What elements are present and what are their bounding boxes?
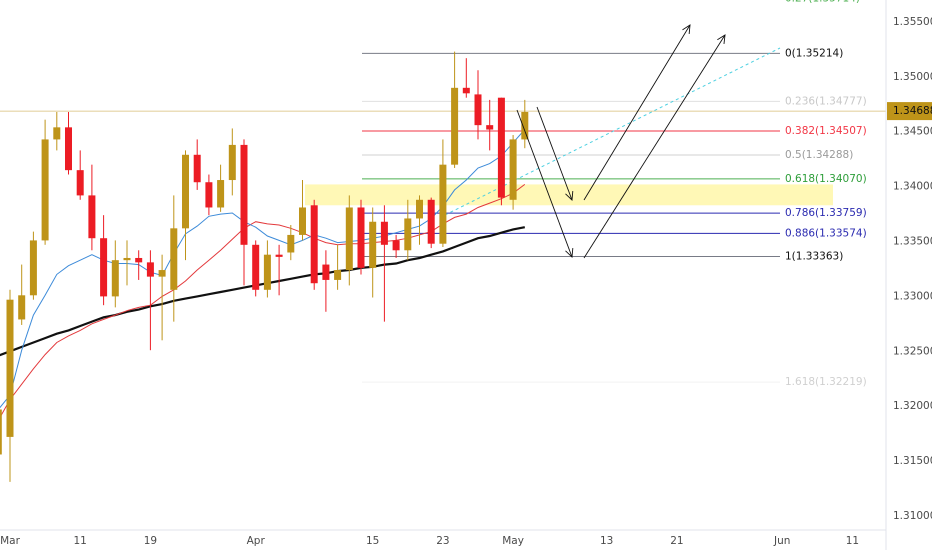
candle-body: [275, 254, 283, 257]
x-tick-label: 15: [366, 535, 379, 547]
candle-body: [334, 270, 342, 280]
x-tick-label: Apr: [247, 535, 266, 547]
axes: 1.31000 1.31500 1.32000 1.32500 1.33000 1.335…: [0, 16, 932, 547]
candle-body: [263, 254, 271, 290]
candle-body: [521, 111, 529, 140]
candle-body: [123, 257, 131, 261]
x-tick-label: 11: [74, 535, 87, 547]
last-price-label: 1.34688: [893, 105, 932, 117]
arrow: [536, 106, 573, 201]
candle-body: [111, 260, 119, 297]
arrow: [516, 109, 573, 258]
candle-body: [205, 182, 213, 208]
candle-body: [451, 87, 459, 165]
last-price-tag: [887, 102, 932, 121]
candle-body: [299, 207, 306, 235]
candle-body: [135, 257, 143, 263]
candle-body: [146, 262, 154, 277]
y-tick-label: 1.33000: [893, 290, 932, 302]
candle-body: [486, 125, 494, 130]
candle-body: [416, 199, 423, 219]
arrow-head: [565, 190, 574, 201]
candle-body: [369, 221, 377, 268]
arrow: [583, 34, 726, 259]
fib-label: 0.618(1.34070): [785, 173, 867, 185]
candle-body: [462, 87, 470, 94]
candle-body: [65, 127, 72, 171]
candle-body: [240, 144, 248, 245]
plot-area: 0.27(1.35714) 0(1.35214) 0.236(1.34777) 0.3…: [0, 0, 886, 482]
candle-body: [158, 270, 166, 277]
fib-label: 1(1.33363): [785, 251, 843, 263]
x-tick-label: 21: [670, 535, 683, 547]
candle-body: [88, 195, 96, 239]
fib-label: 0.786(1.33759): [785, 207, 867, 219]
candle-body: [310, 205, 318, 284]
fib-label: 0.382(1.34507): [785, 125, 867, 137]
arrow: [583, 24, 691, 201]
arrow-head: [682, 24, 691, 35]
y-tick-label: 1.32500: [893, 345, 932, 357]
y-tick-label: 1.34500: [893, 126, 932, 138]
y-tick-label: 1.33500: [893, 236, 932, 248]
candle-body: [0, 409, 2, 455]
y-tick-label: 1.31000: [893, 510, 932, 522]
y-tick-label: 1.32000: [893, 400, 932, 412]
candle-body: [193, 154, 201, 183]
candle-body: [474, 94, 482, 126]
candle-body: [6, 299, 14, 437]
candle-body: [100, 238, 108, 297]
candle-body: [182, 154, 189, 229]
y-tick-label: 1.35500: [893, 16, 932, 28]
candle-body: [29, 240, 37, 296]
candle-body: [322, 264, 330, 280]
candle-body: [509, 139, 517, 200]
candle-body: [252, 244, 260, 290]
candle-body: [497, 97, 505, 198]
fib-label: 0.236(1.34777): [785, 95, 867, 107]
moving-average: [0, 129, 526, 409]
fib-label: 0.5(1.34288): [785, 149, 853, 161]
moving-average: [0, 226, 526, 357]
candle-body: [427, 199, 435, 244]
fib-label: 1.618(1.32219): [785, 376, 867, 388]
candle-body: [228, 144, 236, 181]
candle-body: [345, 207, 353, 271]
fib-label: 0.27(1.35714): [785, 0, 860, 4]
candle-body: [392, 240, 400, 251]
candle-body: [41, 139, 49, 241]
arrow-head: [565, 247, 574, 258]
candle-body: [439, 164, 447, 244]
candle-body: [76, 170, 84, 196]
candle-body: [357, 207, 365, 268]
y-tick-label: 1.35000: [893, 71, 932, 83]
x-tick-label: May: [502, 535, 524, 547]
x-tick-label: Jun: [773, 535, 790, 547]
moving-average: [0, 184, 526, 419]
candle-body: [404, 218, 412, 251]
x-tick-label: Mar: [0, 535, 20, 547]
x-tick-label: 19: [144, 535, 157, 547]
fib-label: 0(1.35214): [785, 47, 843, 59]
x-tick-label: 13: [600, 535, 613, 547]
y-tick-label: 1.31500: [893, 455, 932, 467]
candle-body: [217, 180, 225, 208]
x-tick-label: 23: [436, 535, 449, 547]
x-tick-label: 11: [846, 535, 859, 547]
y-tick-label: 1.34000: [893, 181, 932, 193]
candle-body: [53, 127, 61, 140]
candle-body: [18, 295, 26, 320]
candle-body: [380, 221, 388, 245]
fib-label: 0.886(1.33574): [785, 227, 867, 239]
zone: [305, 184, 833, 206]
candle-body: [287, 234, 295, 253]
arrow-head: [717, 34, 726, 44]
candle-body: [170, 228, 178, 290]
